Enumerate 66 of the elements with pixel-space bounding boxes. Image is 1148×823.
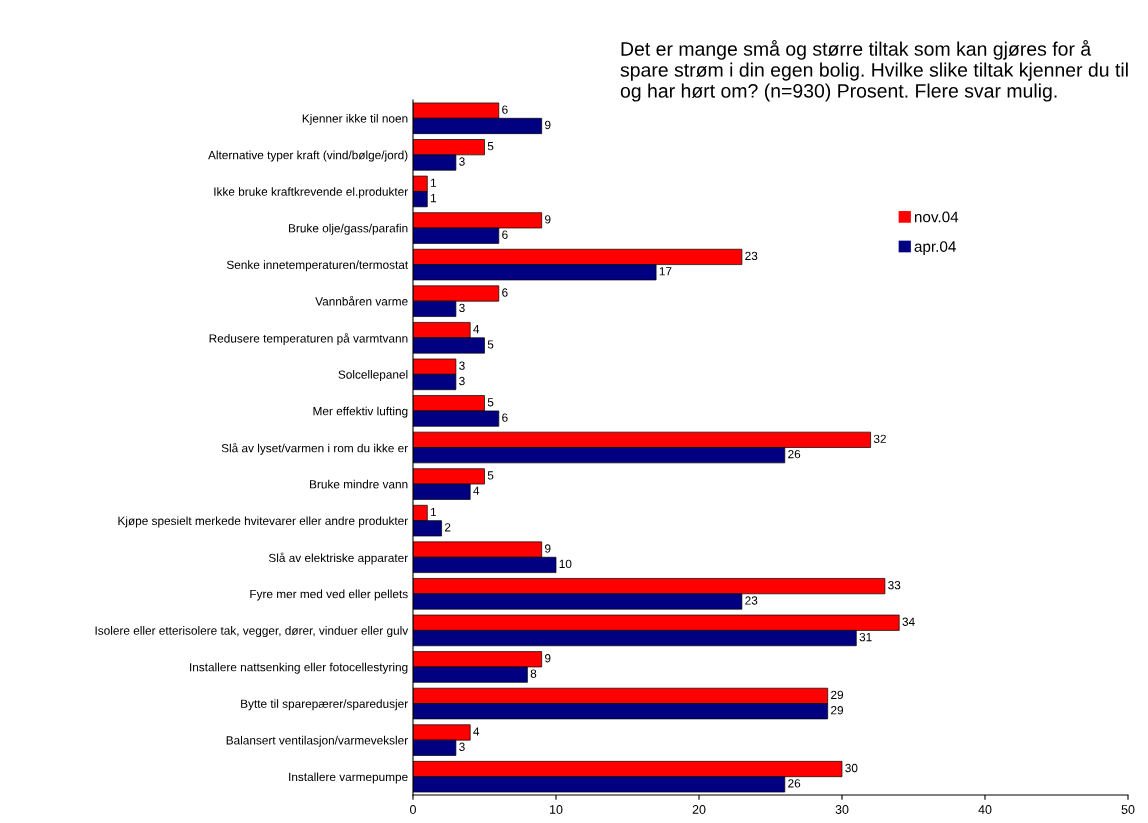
data-label: 5: [487, 471, 494, 480]
data-label: 1: [430, 507, 437, 517]
y-tick-label: Senke innetemperaturen/termostat: [226, 260, 409, 272]
x-tick-label: 30: [835, 805, 849, 814]
data-label: 9: [545, 544, 551, 553]
y-tick-label: Slå av elektriske apparater: [268, 552, 408, 565]
y-tick-label: Redusere temperaturen på varmtvann: [209, 333, 408, 345]
data-label: 26: [788, 779, 801, 788]
data-label: 29: [831, 690, 844, 700]
data-label: 10: [559, 559, 572, 569]
legend-label: apr.04: [914, 241, 956, 255]
data-label: 3: [459, 157, 465, 166]
data-label: 9: [545, 654, 551, 663]
y-tick-label: Alternative typer kraft (vind/bølge/jord): [208, 150, 408, 162]
data-label: 9: [545, 215, 551, 224]
y-tick-label: Balansert ventilasjon/varmeveksler: [226, 735, 408, 747]
data-label: 31: [859, 632, 872, 642]
data-label: 3: [459, 303, 465, 313]
data-label: 6: [502, 105, 508, 114]
data-label: 29: [831, 706, 844, 715]
data-label: 5: [487, 142, 494, 151]
data-label: 23: [745, 596, 758, 605]
data-label: 1: [430, 178, 437, 187]
data-label: 4: [473, 727, 480, 736]
y-tick-label: Solcellepanel: [338, 370, 408, 382]
data-label: 3: [459, 376, 465, 386]
x-tick-label: 50: [1121, 805, 1135, 814]
data-label: 33: [888, 580, 901, 590]
data-label: 6: [502, 413, 508, 422]
data-label: 23: [745, 251, 758, 261]
x-tick-label: 40: [978, 805, 992, 814]
data-label: 17: [659, 267, 672, 276]
data-label: 30: [845, 763, 858, 773]
data-label: 9: [545, 120, 551, 130]
x-tick-label: 10: [550, 805, 563, 814]
y-tick-label: Installere nattsenking eller fotocellestyring: [190, 662, 408, 674]
data-label: 1: [430, 194, 437, 203]
data-label: 5: [487, 398, 494, 407]
y-tick-label: Ikke bruke kraftkrevende el.produkter: [214, 187, 408, 199]
y-tick-label: Kjenner ikke til noen: [302, 114, 408, 126]
chart-title: Det er mange små og større tiltak som kan gjøres for å spare strøm i din egen bolig. Hvilke slike tiltak kjenner du til og har hørt om? (n=930) Prosent. Flere svar mulig.: [620, 40, 1128, 102]
data-label: 8: [530, 669, 537, 678]
y-tick-label: Vannbåren varme: [315, 295, 408, 306]
y-tick-label: Installere varmepumpe: [289, 772, 408, 784]
data-label: 34: [902, 617, 915, 626]
y-tick-label: Slå av lyset/varmen i rom du ikke er: [221, 442, 408, 455]
y-tick-label: Bytte til sparepærer/sparedusjer: [241, 699, 408, 711]
data-label: 3: [459, 361, 465, 370]
data-label: 4: [473, 486, 480, 495]
data-label: 6: [502, 288, 508, 297]
data-label: 26: [788, 449, 801, 459]
data-label: 5: [487, 340, 494, 349]
x-tick-label: 20: [692, 805, 706, 814]
y-tick-label: Fyre mer med ved eller pellets: [250, 589, 408, 601]
data-label: 4: [473, 325, 480, 334]
data-label: 3: [459, 742, 465, 751]
data-label: 6: [502, 230, 508, 239]
legend-label: nov.04: [914, 211, 959, 223]
y-tick-label: Bruke mindre vann: [310, 479, 408, 489]
data-label: 32: [873, 434, 886, 443]
data-label: 2: [444, 523, 451, 532]
x-tick-label: 0: [410, 805, 416, 814]
y-tick-label: Kjøpe spesielt merkede hvitevarer eller andre produkter: [118, 516, 408, 528]
y-tick-label: Isolere eller etterisolere tak, vegger, dører, vinduer eller gulv: [95, 626, 409, 638]
y-tick-label: Bruke olje/gass/parafin: [289, 223, 408, 235]
y-tick-label: Mer effektiv lufting: [313, 406, 408, 418]
